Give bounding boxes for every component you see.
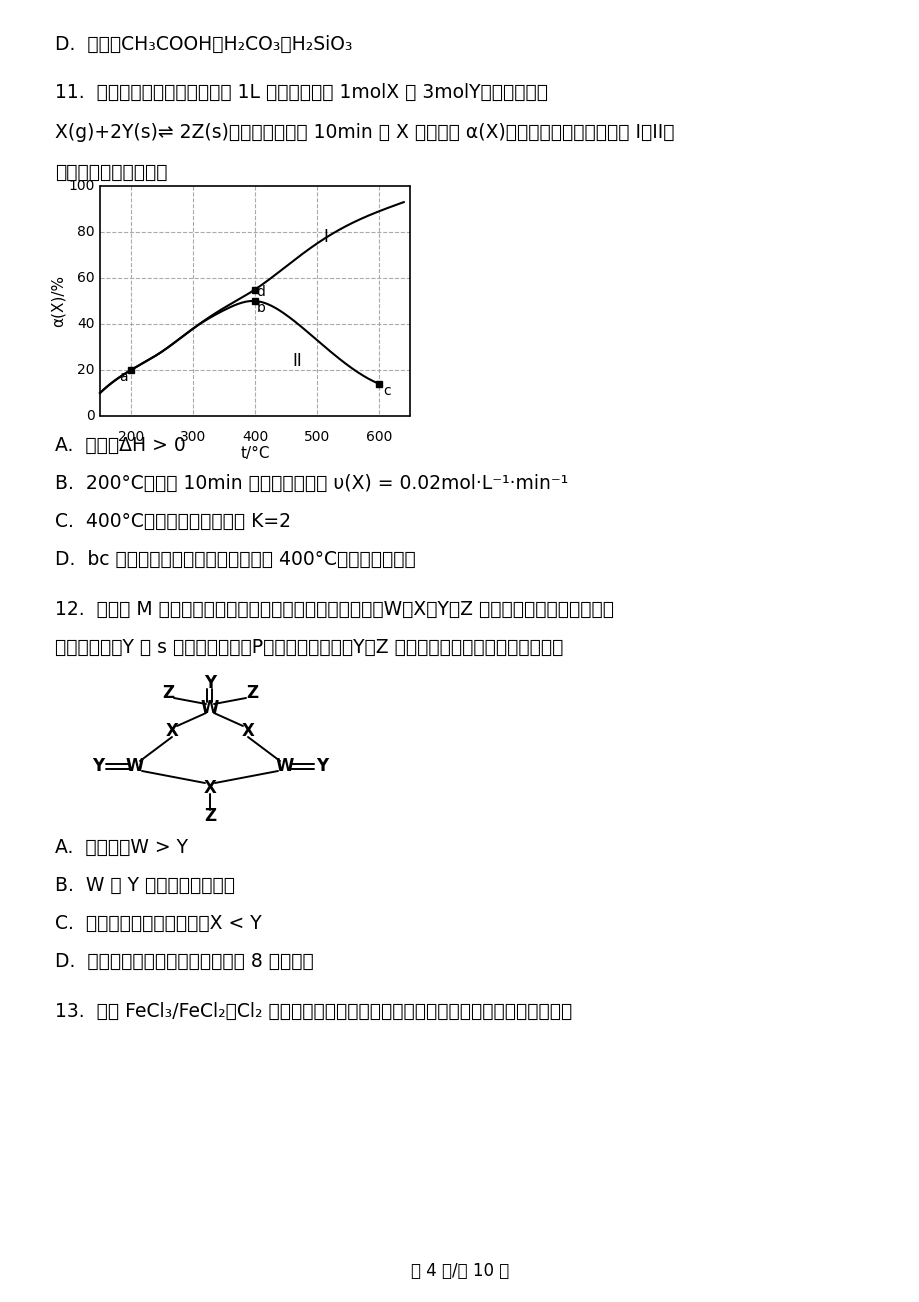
Text: X(g)+2Y(s)⇌ 2Z(s)，平衡时和反应 10min 时 X 的转化率 α(X)随温度的变化分别如曲线 I、II所: X(g)+2Y(s)⇌ 2Z(s)，平衡时和反应 10min 时 X 的转化率 … [55, 122, 674, 142]
Text: 40: 40 [77, 316, 95, 331]
Text: C.  400°C时，反应的平衡常数 K=2: C. 400°C时，反应的平衡常数 K=2 [55, 512, 290, 531]
Text: W: W [276, 756, 294, 775]
Text: Z: Z [204, 807, 216, 825]
Text: 11.  在催化剂作用下，向容积为 1L 的容器中加入 1molX 和 3molY，发生反应：: 11. 在催化剂作用下，向容积为 1L 的容器中加入 1molX 和 3molY… [55, 83, 548, 102]
Text: 200: 200 [118, 430, 144, 444]
Text: D.  bc 段变化可能是催化剂在温度高于 400°C时活性降低导致: D. bc 段变化可能是催化剂在温度高于 400°C时活性降低导致 [55, 549, 415, 569]
Text: Z: Z [162, 684, 174, 702]
Text: 80: 80 [77, 225, 95, 240]
Text: X: X [203, 779, 216, 797]
Text: D.  该分子中所有原子最外层均满足 8 电子结构: D. 该分子中所有原子最外层均满足 8 电子结构 [55, 952, 313, 971]
Text: 100: 100 [69, 178, 95, 193]
Text: B.  200°C时，前 10min 的平均反应速率 υ(X) = 0.02mol·L⁻¹·min⁻¹: B. 200°C时，前 10min 的平均反应速率 υ(X) = 0.02mol… [55, 474, 568, 493]
Text: 第 4 页/共 10 页: 第 4 页/共 10 页 [411, 1262, 508, 1280]
Text: Z: Z [245, 684, 258, 702]
Text: a: a [119, 370, 127, 384]
Text: 400: 400 [242, 430, 267, 444]
Text: 20: 20 [77, 363, 95, 378]
Text: A.  该反应ΔH > 0: A. 该反应ΔH > 0 [55, 436, 186, 454]
Text: II: II [292, 352, 301, 370]
Text: 300: 300 [180, 430, 206, 444]
Text: c: c [383, 384, 391, 398]
Text: W: W [200, 699, 219, 717]
Text: 12.  化合物 M 是一种高效消毒漂白剂，其结构式如图所示。W、X、Y、Z 是原子序数依次增大的短周: 12. 化合物 M 是一种高效消毒漂白剂，其结构式如图所示。W、X、Y、Z 是原… [55, 600, 613, 618]
Text: X: X [165, 723, 178, 740]
Text: 示。下列说法错误的是: 示。下列说法错误的是 [55, 163, 167, 182]
Text: d: d [256, 285, 266, 298]
Text: Y: Y [315, 756, 328, 775]
Text: 0: 0 [86, 409, 95, 423]
Text: 13.  一种 FeCl₃/FeCl₂－Cl₂ 双膜二次电池放电时的工作原理如图所示，下列说法错误的是: 13. 一种 FeCl₃/FeCl₂－Cl₂ 双膜二次电池放电时的工作原理如图所… [55, 1003, 572, 1021]
Text: B.  W 与 Y 能形成多种化合物: B. W 与 Y 能形成多种化合物 [55, 876, 234, 894]
Text: 500: 500 [303, 430, 330, 444]
Text: X: X [242, 723, 255, 740]
Text: α(X)/%: α(X)/% [51, 275, 65, 327]
Text: 期主族元素，Y 的 s 轨道电子总数与P轨道电子数相同，Y、Z 不在同一周期。下列叙述错误的是: 期主族元素，Y 的 s 轨道电子总数与P轨道电子数相同，Y、Z 不在同一周期。下… [55, 638, 562, 658]
Text: 60: 60 [77, 271, 95, 285]
Text: A.  电负性：W > Y: A. 电负性：W > Y [55, 838, 187, 857]
Text: C.  最简单氢化物的稳定性：X < Y: C. 最简单氢化物的稳定性：X < Y [55, 914, 261, 934]
Text: 600: 600 [366, 430, 391, 444]
Text: D.  酸性：CH₃COOH＞H₂CO₃＞H₂SiO₃: D. 酸性：CH₃COOH＞H₂CO₃＞H₂SiO₃ [55, 35, 352, 53]
Text: W: W [126, 756, 144, 775]
Text: Y: Y [204, 674, 216, 691]
Text: b: b [256, 301, 266, 315]
Text: I: I [323, 228, 328, 246]
Text: Y: Y [92, 756, 104, 775]
Text: t/°C: t/°C [240, 447, 269, 461]
